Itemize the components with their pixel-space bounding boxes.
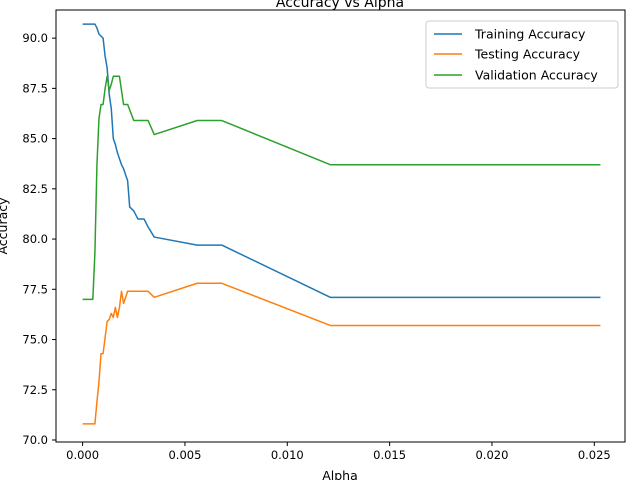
y-tick-label: 72.5 — [22, 383, 48, 397]
x-tick-label: 0.010 — [271, 448, 304, 462]
y-tick-label: 70.0 — [22, 433, 48, 447]
y-tick-label: 80.0 — [22, 232, 48, 246]
x-tick-label: 0.015 — [373, 448, 406, 462]
y-tick-label: 90.0 — [22, 31, 48, 45]
y-tick-label: 82.5 — [22, 182, 48, 196]
legend-label-training: Training Accuracy — [474, 27, 586, 42]
legend-label-validation: Validation Accuracy — [475, 68, 598, 83]
chart-title: Accuracy vs Alpha — [276, 0, 404, 11]
legend: Training Accuracy Testing Accuracy Valid… — [425, 20, 619, 89]
y-axis-label: Accuracy — [0, 197, 10, 255]
y-tick-label: 87.5 — [22, 81, 48, 95]
y-tick-label: 75.0 — [22, 333, 48, 347]
series-line-testing-accuracy — [82, 282, 601, 425]
series-line-training-accuracy — [82, 23, 601, 299]
legend-box — [425, 20, 619, 89]
x-tick-label: 0.025 — [578, 448, 611, 462]
plot-area-frame — [55, 9, 626, 443]
x-tick-label: 0.020 — [475, 448, 508, 462]
y-tick-label: 85.0 — [22, 132, 48, 146]
x-tick-label: 0.000 — [66, 448, 99, 462]
plot-lines — [82, 23, 601, 425]
x-axis-label: Alpha — [322, 468, 358, 480]
legend-label-testing: Testing Accuracy — [474, 47, 581, 62]
y-tick-label: 77.5 — [22, 282, 48, 296]
series-line-validation-accuracy — [82, 75, 601, 301]
axis-ticks: 0.000 0.005 0.010 0.015 0.020 0.025 70.0 72.5 75… — [22, 31, 610, 462]
x-tick-label: 0.005 — [168, 448, 201, 462]
